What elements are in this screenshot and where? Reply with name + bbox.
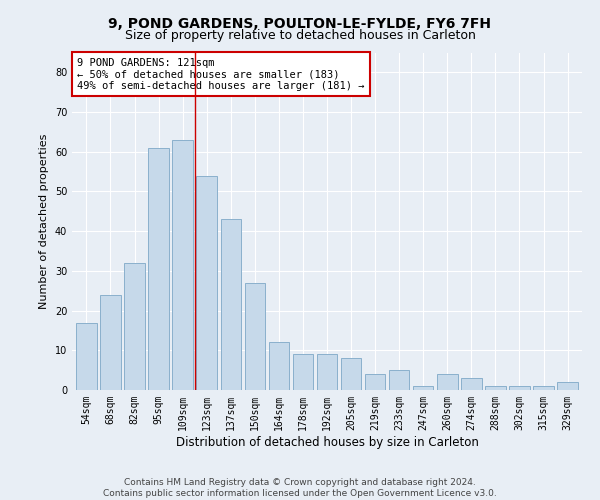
X-axis label: Distribution of detached houses by size in Carleton: Distribution of detached houses by size … [176, 436, 478, 448]
Bar [413, 386, 433, 390]
Y-axis label: Number of detached properties: Number of detached properties [39, 134, 49, 309]
Bar [341, 358, 361, 390]
Bar [389, 370, 409, 390]
Bar [293, 354, 313, 390]
Bar [437, 374, 458, 390]
Text: Size of property relative to detached houses in Carleton: Size of property relative to detached ho… [125, 29, 475, 42]
Bar [221, 220, 241, 390]
Bar [76, 322, 97, 390]
Bar [533, 386, 554, 390]
Bar [317, 354, 337, 390]
Text: 9 POND GARDENS: 121sqm
← 50% of detached houses are smaller (183)
49% of semi-de: 9 POND GARDENS: 121sqm ← 50% of detached… [77, 58, 365, 91]
Bar [245, 283, 265, 390]
Bar [365, 374, 385, 390]
Bar [148, 148, 169, 390]
Text: Contains HM Land Registry data © Crown copyright and database right 2024.
Contai: Contains HM Land Registry data © Crown c… [103, 478, 497, 498]
Bar [100, 294, 121, 390]
Bar [485, 386, 506, 390]
Bar [557, 382, 578, 390]
Bar [509, 386, 530, 390]
Bar [196, 176, 217, 390]
Bar [124, 263, 145, 390]
Bar [269, 342, 289, 390]
Bar [172, 140, 193, 390]
Bar [461, 378, 482, 390]
Text: 9, POND GARDENS, POULTON-LE-FYLDE, FY6 7FH: 9, POND GARDENS, POULTON-LE-FYLDE, FY6 7… [109, 18, 491, 32]
